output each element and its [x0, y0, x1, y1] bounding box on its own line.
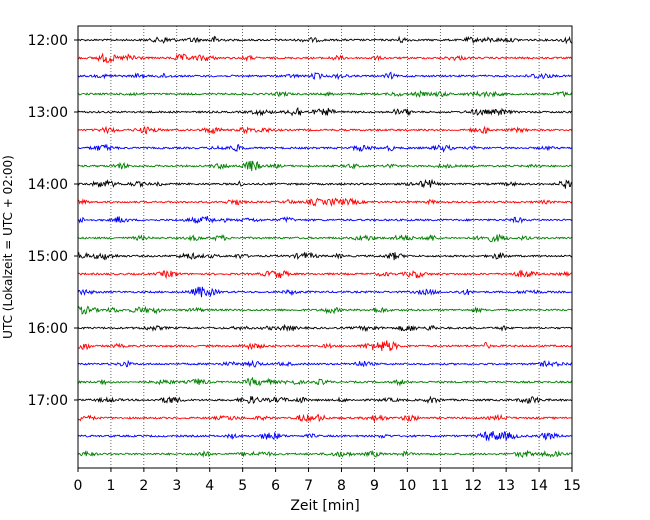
seismogram-trace	[77, 251, 573, 261]
seismogram-trace	[77, 160, 573, 172]
x-tick-label: 3	[172, 478, 181, 494]
seismogram-trace	[77, 413, 573, 423]
seismogram-trace	[77, 395, 573, 405]
y-tick-label: 15:00	[28, 249, 68, 265]
seismogram-traces	[77, 35, 573, 458]
seismogram-trace	[77, 449, 573, 458]
x-tick-label: 13	[497, 478, 515, 494]
x-tick-label: 10	[398, 478, 416, 494]
x-tick-label: 9	[370, 478, 379, 494]
x-tick-label: 12	[464, 478, 482, 494]
y-tick-label: 13:00	[28, 105, 68, 121]
seismogram-trace	[77, 323, 573, 333]
seismogram-trace	[77, 215, 573, 224]
seismogram-trace	[77, 35, 573, 45]
x-tick-label: 4	[205, 478, 214, 494]
x-tick-label: 15	[563, 478, 581, 494]
seismogram-trace	[77, 143, 573, 153]
seismogram-trace	[77, 71, 573, 81]
x-axis-ticks: 0 1 2 3 4 5 6 7 8 9 10 11 12 13 14 15	[74, 468, 581, 494]
x-tick-label: 8	[337, 478, 346, 494]
seismogram-trace	[77, 305, 573, 315]
x-tick-label: 7	[304, 478, 313, 494]
y-tick-label: 16:00	[28, 321, 68, 337]
y-tick-label: 12:00	[28, 33, 68, 49]
plot-frame	[77, 25, 573, 469]
vertical-grid	[110, 26, 540, 468]
y-axis-label: UTC (Lokalzeit = UTC + 02:00)	[1, 155, 15, 339]
x-tick-label: 6	[271, 478, 280, 494]
x-tick-label: 14	[530, 478, 548, 494]
seismogram-trace	[77, 233, 573, 243]
y-tick-label: 14:00	[28, 177, 68, 193]
seismogram-trace	[77, 125, 573, 135]
y-axis-ticks: 12:00 13:00 14:00 15:00 16:00 17:00	[28, 33, 78, 409]
seismogram-trace	[77, 340, 573, 352]
seismogram-trace	[77, 430, 573, 442]
seismogram-trace	[77, 359, 573, 368]
x-tick-label: 5	[238, 478, 247, 494]
seismogram-trace	[77, 376, 573, 387]
x-tick-label: 0	[74, 478, 83, 494]
seismogram-trace	[77, 52, 573, 64]
seismogram-trace	[77, 269, 573, 280]
y-tick-label: 17:00	[28, 393, 68, 409]
seismogram-trace	[77, 286, 573, 298]
x-tick-label: 1	[106, 478, 115, 494]
seismogram-trace	[77, 106, 573, 117]
x-tick-label: 2	[139, 478, 148, 494]
x-axis-label: Zeit [min]	[290, 498, 359, 514]
seismogram-trace	[77, 178, 573, 189]
seismogram-trace	[77, 197, 573, 208]
seismogram-trace	[77, 89, 573, 99]
x-tick-label: 11	[431, 478, 449, 494]
